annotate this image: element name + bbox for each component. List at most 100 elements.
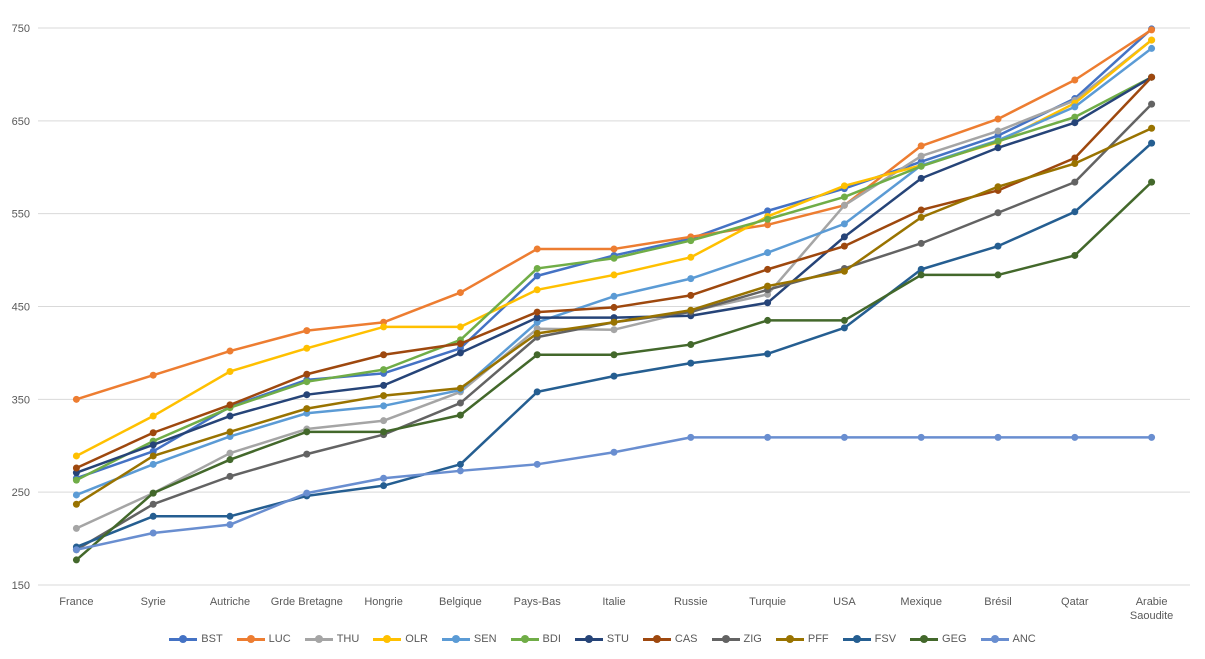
data-point: [72, 500, 80, 508]
data-point: [380, 417, 388, 425]
data-point: [1071, 103, 1079, 111]
data-point: [226, 401, 234, 409]
data-point: [380, 366, 388, 374]
data-point: [380, 351, 388, 359]
y-axis: 150 250 350 450 550 650 750: [12, 23, 30, 592]
x-tick-label: Belgique: [439, 596, 482, 608]
data-point: [72, 464, 80, 472]
legend-label: CAS: [674, 633, 698, 645]
x-tick-label: Italie: [602, 596, 625, 608]
data-point: [303, 370, 311, 378]
data-point: [764, 316, 772, 324]
data-point: [764, 221, 772, 229]
data-point: [687, 237, 695, 245]
data-point: [994, 127, 1002, 135]
data-point: [380, 392, 388, 400]
legend-marker-icon: [574, 635, 603, 643]
gridlines: [38, 27, 1190, 586]
data-point: [456, 384, 464, 392]
data-point: [72, 476, 80, 484]
legend-marker-icon: [236, 635, 265, 643]
data-point: [840, 201, 848, 209]
legend-item: CAS: [642, 633, 698, 645]
data-point: [72, 556, 80, 564]
data-point: [610, 326, 618, 334]
data-point: [72, 395, 80, 403]
data-point: [149, 412, 157, 420]
data-point: [1071, 76, 1079, 84]
data-point: [994, 433, 1002, 441]
data-point: [687, 306, 695, 314]
x-tick-label: Pays-Bas: [514, 596, 562, 608]
legend-marker-icon: [373, 635, 402, 643]
legend-label: THU: [336, 633, 360, 645]
data-point: [994, 115, 1002, 123]
legend-label: SEN: [473, 633, 497, 645]
data-point: [149, 512, 157, 520]
data-point: [687, 433, 695, 441]
x-tick-label: Grde Bretagne: [271, 596, 343, 608]
series-luc: [72, 26, 1156, 403]
data-point: [610, 448, 618, 456]
data-point: [226, 412, 234, 420]
data-point: [226, 512, 234, 520]
legend-item: PFF: [775, 633, 829, 645]
data-point: [533, 351, 541, 359]
data-point: [72, 546, 80, 554]
data-point: [72, 452, 80, 460]
data-point: [380, 402, 388, 410]
legend-marker-icon: [642, 635, 671, 643]
data-point: [1071, 119, 1079, 127]
data-point: [764, 265, 772, 273]
x-tick-label: Autriche: [210, 596, 250, 608]
y-tick-label: 250: [12, 487, 30, 499]
x-tick-label: Arabie Saoudite: [1130, 596, 1173, 622]
series-anc: [72, 433, 1156, 554]
legend-marker-icon: [304, 635, 333, 643]
data-point: [533, 272, 541, 280]
data-point: [917, 152, 925, 160]
data-point: [1071, 251, 1079, 259]
x-tick-label: Turquie: [749, 596, 786, 608]
legend-marker-icon: [910, 635, 939, 643]
data-point: [226, 428, 234, 436]
data-point: [994, 183, 1002, 191]
data-point: [1071, 113, 1079, 121]
legend-marker-icon: [842, 635, 871, 643]
legend-label: BST: [201, 633, 223, 645]
data-point: [994, 242, 1002, 250]
legend-item: GEG: [910, 633, 967, 645]
data-point: [917, 206, 925, 214]
data-point: [303, 344, 311, 352]
data-point: [1071, 178, 1079, 186]
data-point: [149, 529, 157, 537]
x-axis: France Syrie Autriche Grde Bretagne Hongrie B…: [59, 596, 1173, 622]
legend-label: STU: [606, 633, 629, 645]
data-point: [303, 405, 311, 413]
data-point: [610, 254, 618, 262]
data-point: [840, 233, 848, 241]
legend-item: ZIG: [711, 633, 762, 645]
data-point: [533, 286, 541, 294]
data-point: [533, 264, 541, 272]
data-point: [610, 292, 618, 300]
data-point: [610, 351, 618, 359]
legend-marker-icon: [775, 635, 804, 643]
data-point: [456, 460, 464, 468]
x-tick-label: USA: [833, 596, 856, 608]
data-point: [687, 275, 695, 283]
data-point: [1148, 26, 1156, 34]
data-point: [917, 142, 925, 150]
data-point: [303, 378, 311, 386]
data-point: [994, 271, 1002, 279]
data-point: [917, 239, 925, 247]
x-tick-label: Qatar: [1061, 596, 1089, 608]
data-point: [380, 428, 388, 436]
data-point: [72, 491, 80, 499]
legend-label: LUC: [268, 633, 291, 645]
data-point: [533, 308, 541, 316]
legend-label: ANC: [1012, 633, 1036, 645]
data-point: [149, 452, 157, 460]
data-point: [610, 318, 618, 326]
legend-marker-icon: [510, 635, 539, 643]
